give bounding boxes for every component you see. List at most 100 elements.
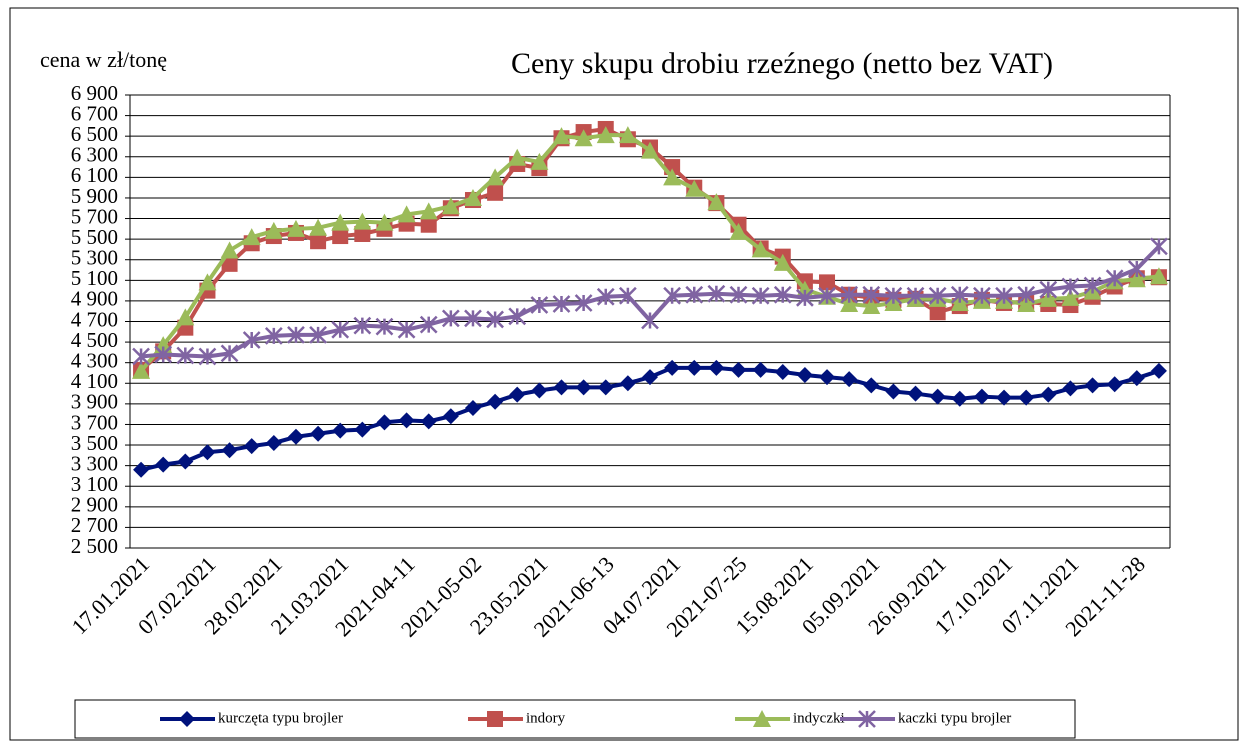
marker <box>419 315 438 334</box>
marker <box>574 294 593 312</box>
marker <box>840 294 859 312</box>
marker <box>486 310 504 329</box>
marker <box>597 379 614 396</box>
marker <box>486 168 505 186</box>
marker <box>618 126 637 144</box>
marker <box>1128 370 1145 387</box>
marker <box>863 377 880 394</box>
marker <box>642 369 658 386</box>
marker <box>530 152 549 170</box>
marker <box>973 388 990 405</box>
marker <box>1149 267 1168 285</box>
marker <box>751 240 770 258</box>
marker <box>929 388 946 405</box>
marker <box>442 408 459 425</box>
marker <box>243 438 260 455</box>
marker <box>221 442 238 459</box>
marker <box>264 327 283 345</box>
marker <box>818 286 836 305</box>
marker <box>398 412 415 429</box>
marker <box>221 255 238 272</box>
y-tick-label: 5 700 <box>71 204 118 228</box>
marker <box>596 126 615 144</box>
marker <box>663 168 682 186</box>
marker <box>487 184 504 201</box>
marker <box>177 453 194 470</box>
marker <box>397 320 416 339</box>
marker <box>331 213 350 231</box>
series <box>133 359 1167 478</box>
marker <box>685 179 704 197</box>
marker <box>375 317 394 336</box>
legend-label: kurczęta typu brojler <box>218 710 343 726</box>
marker <box>508 307 527 326</box>
marker <box>1039 280 1058 299</box>
marker <box>264 221 283 239</box>
marker <box>420 216 437 233</box>
series <box>132 126 1168 379</box>
marker <box>751 286 770 305</box>
marker <box>840 285 859 304</box>
y-tick-label: 3 900 <box>71 390 118 414</box>
marker <box>1083 276 1102 295</box>
marker <box>419 202 438 220</box>
marker <box>331 320 350 339</box>
marker <box>509 386 526 403</box>
marker <box>332 228 349 245</box>
y-tick-label: 5 100 <box>71 266 118 290</box>
marker <box>199 444 216 461</box>
marker <box>132 347 150 366</box>
marker <box>332 422 349 439</box>
legend-box <box>74 699 1076 739</box>
marker <box>198 347 217 366</box>
marker <box>1150 237 1168 256</box>
y-tick-label: 2 500 <box>71 534 118 558</box>
marker <box>753 710 771 727</box>
marker <box>155 456 172 473</box>
marker <box>220 344 239 363</box>
y-axis-label: cena w zł/tonę <box>40 47 167 72</box>
marker <box>686 359 703 376</box>
marker <box>596 287 615 306</box>
y-tick-label: 3 300 <box>71 451 118 475</box>
marker <box>464 399 481 416</box>
marker <box>179 711 195 727</box>
marker <box>133 461 150 478</box>
marker <box>885 383 902 400</box>
marker <box>1127 270 1146 288</box>
marker <box>773 285 792 304</box>
marker <box>310 425 327 442</box>
y-tick-label: 2 700 <box>71 513 118 537</box>
marker <box>1061 288 1080 306</box>
marker <box>819 274 836 291</box>
y-tick-label: 4 500 <box>71 328 118 352</box>
marker <box>441 197 460 215</box>
marker <box>287 428 304 445</box>
marker <box>553 379 570 396</box>
marker <box>552 127 571 145</box>
marker <box>752 361 769 378</box>
marker <box>729 285 748 304</box>
marker <box>950 285 969 304</box>
marker <box>420 413 437 430</box>
marker <box>796 288 814 307</box>
y-tick-label: 4 700 <box>71 307 118 331</box>
marker <box>487 393 504 410</box>
marker <box>1018 389 1035 406</box>
y-tick-label: 6 300 <box>71 143 118 167</box>
legend-label: indory <box>526 710 566 726</box>
y-tick-label: 5 300 <box>71 246 118 270</box>
marker <box>1040 386 1057 403</box>
marker <box>531 382 548 399</box>
marker <box>707 193 726 211</box>
marker <box>508 148 527 166</box>
marker <box>973 286 991 305</box>
marker <box>574 129 593 147</box>
marker <box>663 286 682 305</box>
marker <box>1017 294 1036 312</box>
marker <box>1106 376 1123 393</box>
marker <box>530 296 549 314</box>
marker <box>929 304 946 321</box>
marker <box>1017 285 1036 304</box>
